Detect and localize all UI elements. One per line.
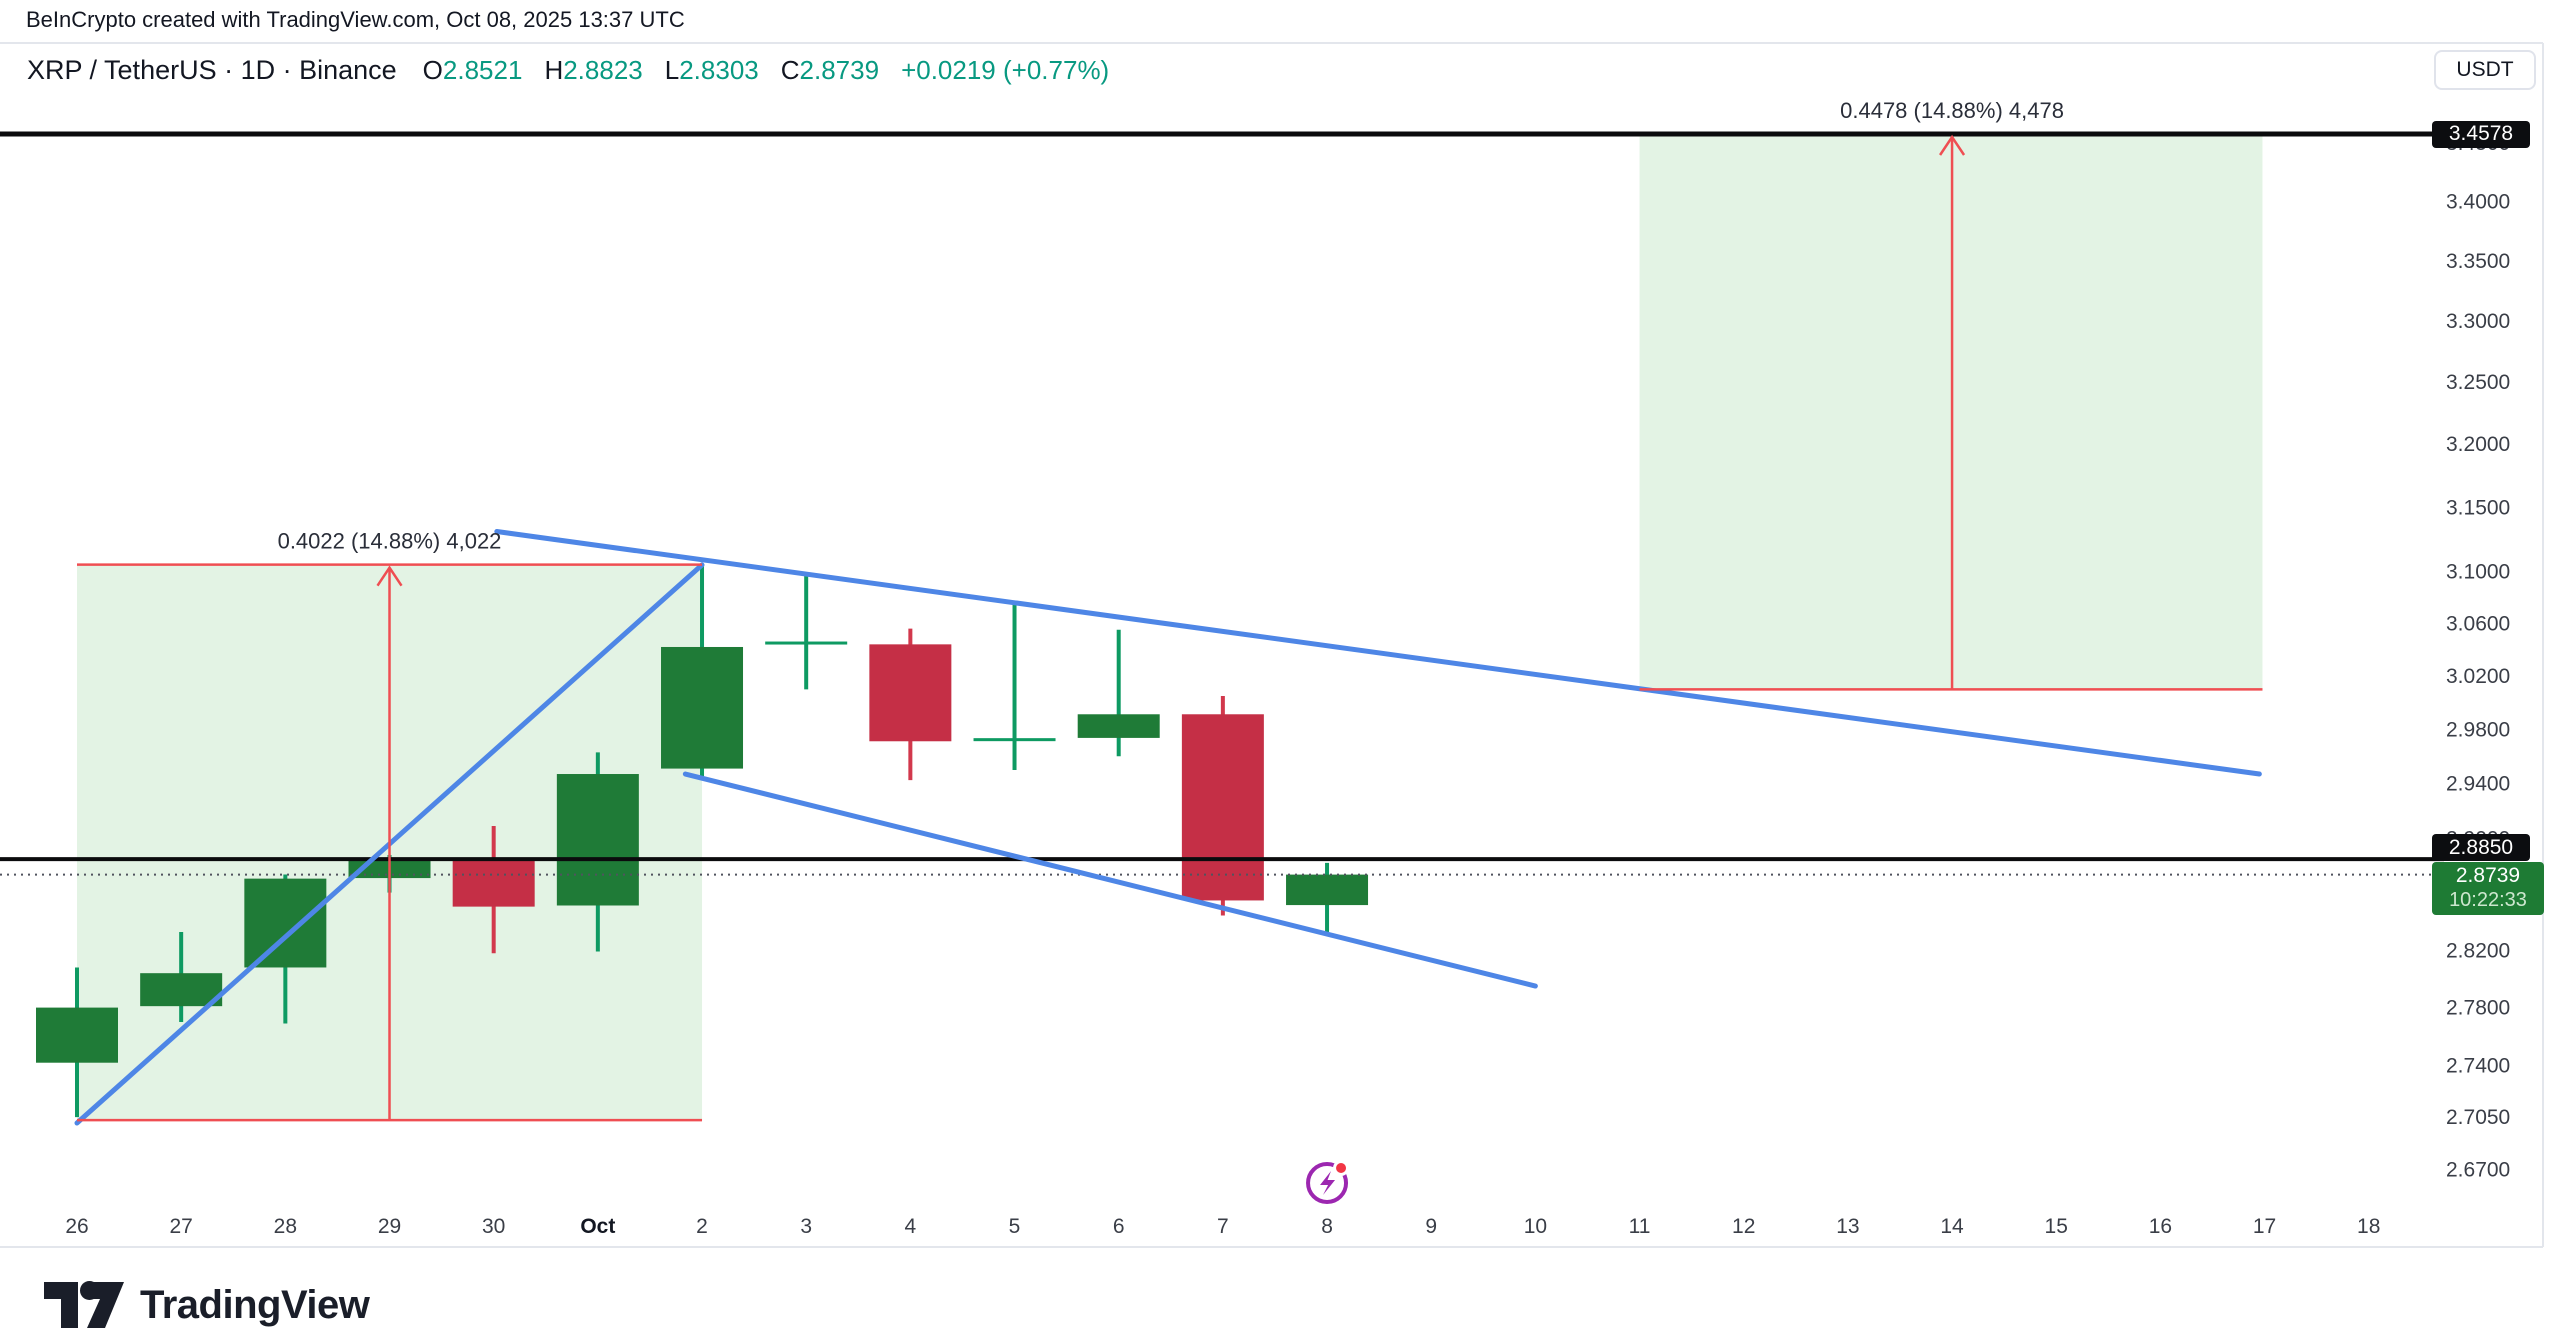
lightning-icon	[1320, 1171, 1336, 1195]
y-axis-tick[interactable]: 3.1000	[2446, 560, 2510, 583]
candle-body	[244, 878, 327, 968]
x-axis-tick[interactable]: 30	[482, 1215, 505, 1238]
x-axis-tick[interactable]: 28	[274, 1215, 297, 1238]
tradingview-logo[interactable]: TradingView	[44, 1274, 370, 1336]
x-axis-tick[interactable]: 15	[2045, 1215, 2068, 1238]
price-level-badge-support: 2.8850	[2432, 834, 2530, 862]
y-axis-tick[interactable]: 2.6700	[2446, 1158, 2510, 1181]
x-axis-tick[interactable]: 16	[2149, 1215, 2172, 1238]
currency-toggle-button[interactable]: USDT	[2434, 50, 2536, 90]
candle-body	[1077, 714, 1160, 738]
price-change: +0.0219 (+0.77%)	[901, 55, 1110, 85]
y-axis-tick[interactable]: 2.7400	[2446, 1055, 2510, 1078]
x-axis-tick[interactable]: 13	[1836, 1215, 1859, 1238]
ohlc-values: O2.8521 H2.8823 L2.8303 C2.8739	[423, 55, 879, 86]
x-axis-tick[interactable]: 9	[1425, 1215, 1437, 1238]
x-axis-tick[interactable]: 18	[2357, 1215, 2380, 1238]
x-axis-tick[interactable]: 8	[1321, 1215, 1333, 1238]
y-axis-tick[interactable]: 2.8200	[2446, 939, 2510, 962]
y-axis-tick[interactable]: 3.1500	[2446, 496, 2510, 519]
y-axis-tick[interactable]: 3.2500	[2446, 371, 2510, 394]
y-axis-tick[interactable]: 2.9800	[2446, 718, 2510, 741]
y-axis-tick[interactable]: 3.3000	[2446, 310, 2510, 333]
candle-body	[869, 644, 952, 742]
x-axis-tick[interactable]: 5	[1009, 1215, 1021, 1238]
upper-descending-trendline[interactable]	[494, 529, 2262, 777]
ohlc-high: H2.8823	[544, 55, 643, 85]
y-axis-tick[interactable]: 3.2000	[2446, 433, 2510, 456]
candle-body	[1181, 714, 1264, 901]
x-axis-tick[interactable]: 12	[1732, 1215, 1755, 1238]
x-axis-tick[interactable]: 10	[1524, 1215, 1547, 1238]
x-axis-tick[interactable]: 2	[696, 1215, 708, 1238]
last-price-badge: 2.8739 10:22:33	[2432, 862, 2544, 916]
last-price-value: 2.8739	[2455, 864, 2521, 888]
x-axis-tick[interactable]: 26	[65, 1215, 88, 1238]
watermark-caption: BeInCrypto created with TradingView.com,…	[26, 7, 685, 32]
candle-body	[36, 1007, 118, 1063]
x-axis-tick[interactable]: 3	[800, 1215, 812, 1238]
x-axis-tick[interactable]: 29	[378, 1215, 401, 1238]
candle-body	[1286, 874, 1369, 906]
x-axis-tick[interactable]: 11	[1629, 1215, 1651, 1238]
price-range-arrowhead	[376, 565, 403, 587]
symbol-header: XRP / TetherUS · 1D · Binance O2.8521 H2…	[27, 55, 1109, 86]
ohlc-close: C2.8739	[780, 55, 880, 85]
x-axis-tick[interactable]: 14	[1940, 1215, 1964, 1238]
x-axis-tick[interactable]: Oct	[580, 1215, 615, 1238]
y-axis-tick[interactable]: 3.4000	[2446, 190, 2510, 213]
price-range-label: 0.4022 (14.88%) 4,022	[278, 529, 502, 554]
y-axis-tick[interactable]: 3.3500	[2446, 250, 2510, 273]
x-axis-tick[interactable]: 27	[169, 1215, 192, 1238]
price-level-badge-resistance: 3.4578	[2432, 120, 2530, 148]
candle-body	[973, 738, 1056, 742]
price-range-arrowhead	[1939, 134, 1966, 156]
candle-body	[140, 973, 223, 1007]
x-axis-tick[interactable]: 6	[1113, 1215, 1125, 1238]
symbol-title[interactable]: XRP / TetherUS · 1D · Binance	[27, 55, 397, 85]
candle-body	[556, 774, 639, 906]
y-axis-tick[interactable]: 2.9400	[2446, 773, 2510, 796]
y-axis-tick[interactable]: 3.0600	[2446, 612, 2510, 635]
ohlc-low: L2.8303	[664, 55, 759, 85]
candle-body	[452, 860, 535, 907]
y-axis-tick[interactable]: 3.0200	[2446, 665, 2510, 688]
x-axis-tick[interactable]: 7	[1217, 1215, 1229, 1238]
y-axis-tick[interactable]: 2.7800	[2446, 997, 2510, 1020]
bar-countdown: 10:22:33	[2449, 889, 2527, 912]
lower-descending-trendline[interactable]	[682, 771, 1538, 989]
x-axis-tick[interactable]: 4	[905, 1215, 917, 1238]
tradingview-logo-text: TradingView	[140, 1282, 370, 1327]
y-axis-tick[interactable]: 2.7050	[2446, 1106, 2510, 1129]
event-notification-dot	[1333, 1160, 1350, 1176]
candle-body	[765, 641, 848, 645]
candle-body	[661, 646, 744, 769]
ohlc-open: O2.8521	[422, 55, 523, 85]
x-axis-tick[interactable]: 17	[2253, 1215, 2276, 1238]
tradingview-logo-icon	[44, 1281, 124, 1328]
price-range-label: 0.4478 (14.88%) 4,478	[1840, 98, 2064, 123]
